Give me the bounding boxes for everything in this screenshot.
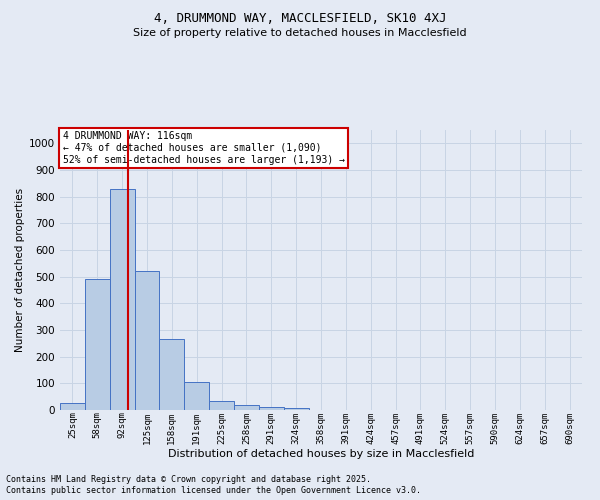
Bar <box>184 382 209 410</box>
Text: 4, DRUMMOND WAY, MACCLESFIELD, SK10 4XJ: 4, DRUMMOND WAY, MACCLESFIELD, SK10 4XJ <box>154 12 446 26</box>
Bar <box>284 408 308 410</box>
Text: Size of property relative to detached houses in Macclesfield: Size of property relative to detached ho… <box>133 28 467 38</box>
Text: Contains public sector information licensed under the Open Government Licence v3: Contains public sector information licen… <box>6 486 421 495</box>
Bar <box>234 404 259 410</box>
Bar <box>85 280 110 410</box>
Bar <box>259 408 284 410</box>
Text: 4 DRUMMOND WAY: 116sqm
← 47% of detached houses are smaller (1,090)
52% of semi-: 4 DRUMMOND WAY: 116sqm ← 47% of detached… <box>62 132 344 164</box>
X-axis label: Distribution of detached houses by size in Macclesfield: Distribution of detached houses by size … <box>168 449 474 459</box>
Bar <box>60 404 85 410</box>
Bar <box>110 188 134 410</box>
Bar <box>134 272 160 410</box>
Bar <box>209 400 234 410</box>
Text: Contains HM Land Registry data © Crown copyright and database right 2025.: Contains HM Land Registry data © Crown c… <box>6 475 371 484</box>
Bar <box>160 340 184 410</box>
Y-axis label: Number of detached properties: Number of detached properties <box>15 188 25 352</box>
